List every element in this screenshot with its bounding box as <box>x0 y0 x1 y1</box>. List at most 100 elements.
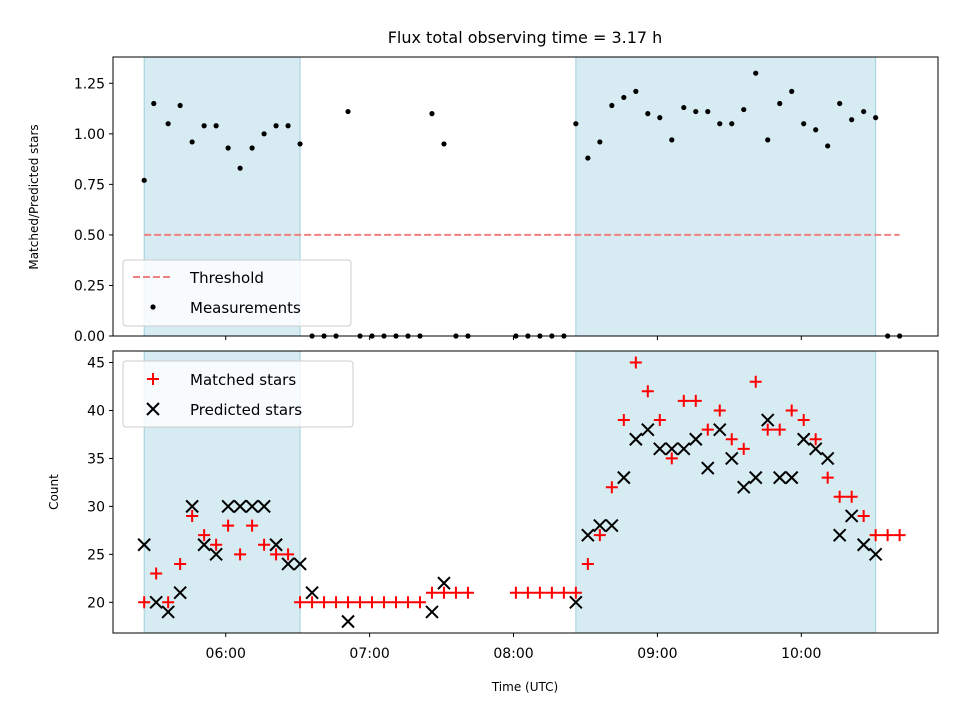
bottom-y-tick-label-4: 40 <box>87 403 105 419</box>
matched-stars-series <box>138 356 906 609</box>
matched-point-25 <box>437 586 450 599</box>
measurement-point-39 <box>645 111 651 117</box>
measurement-point-42 <box>681 104 687 111</box>
measurement-point-44 <box>705 108 711 115</box>
matched-point-2 <box>162 596 175 609</box>
measurement-point-53 <box>813 127 819 133</box>
measurement-point-10 <box>261 131 267 137</box>
measurement-point-43 <box>693 108 699 115</box>
legend-matched-swatch <box>147 373 159 385</box>
measurement-point-45 <box>717 121 723 127</box>
measurement-point-6 <box>213 123 219 129</box>
matched-point-1 <box>150 567 163 580</box>
measurement-point-35 <box>597 139 603 145</box>
measurement-point-58 <box>873 115 879 121</box>
predicted-point-33 <box>749 470 763 485</box>
predicted-point-24 <box>641 422 655 437</box>
measurement-point-9 <box>249 145 255 151</box>
matched-point-6 <box>210 538 223 551</box>
matched-point-39 <box>641 385 654 398</box>
matched-point-7 <box>222 519 235 532</box>
measurement-point-54 <box>825 143 831 149</box>
matched-point-57 <box>857 509 870 522</box>
predicted-point-2 <box>161 605 175 619</box>
measurement-point-8 <box>237 165 243 171</box>
top-y-axis: 0.00 0.25 0.50 0.75 1.00 1.25 <box>74 76 113 345</box>
predicted-point-16 <box>425 605 439 619</box>
predicted-point-3 <box>173 586 187 600</box>
predicted-point-4 <box>185 499 199 514</box>
predicted-point-21 <box>605 518 619 533</box>
predicted-point-41 <box>844 509 859 523</box>
matched-point-29 <box>521 586 534 599</box>
matched-point-3 <box>174 557 187 570</box>
measurement-point-1 <box>151 100 157 107</box>
matched-point-34 <box>581 557 594 570</box>
measurement-point-52 <box>801 121 807 127</box>
predicted-point-40 <box>832 528 847 542</box>
predicted-point-38 <box>808 442 823 456</box>
measurement-point-56 <box>849 117 855 123</box>
matched-point-9 <box>246 519 259 532</box>
measurement-point-47 <box>741 106 747 113</box>
top-y-axis-label: Matched/Predicted stars <box>27 124 41 269</box>
legend-predicted-label: Predicted stars <box>190 401 302 419</box>
matched-point-23 <box>413 596 426 609</box>
measurement-point-51 <box>789 88 795 94</box>
matched-point-38 <box>629 356 642 369</box>
measurement-point-50 <box>777 100 783 107</box>
legend-threshold-label: Threshold <box>189 269 264 287</box>
predicted-point-12 <box>281 557 295 571</box>
top-legend-box <box>122 259 352 327</box>
matched-point-50 <box>773 423 786 436</box>
measurement-point-5 <box>201 123 207 129</box>
matched-point-48 <box>749 375 762 388</box>
top-panel-ratio: 0.00 0.25 0.50 0.75 1.00 1.25 Flux total obse… <box>27 28 939 345</box>
matched-point-31 <box>545 586 558 599</box>
measurement-point-37 <box>621 94 627 101</box>
legend-predicted-swatch <box>146 402 160 416</box>
top-y-tick-label-0: 0.00 <box>74 329 105 345</box>
matched-point-21 <box>389 596 402 609</box>
top-shaded-interval-1 <box>575 56 877 337</box>
top-y-tick-label-2: 0.50 <box>74 228 105 244</box>
matched-point-16 <box>330 596 343 609</box>
predicted-point-14 <box>305 586 319 600</box>
matched-point-18 <box>354 596 367 609</box>
bottom-x-tick-label-4: 10:00 <box>781 646 821 662</box>
matched-point-41 <box>665 452 678 465</box>
predicted-point-22 <box>617 470 631 485</box>
matched-point-47 <box>737 442 750 455</box>
matched-point-35 <box>593 529 606 542</box>
predicted-point-28 <box>689 432 703 446</box>
predicted-point-10 <box>257 499 271 514</box>
predicted-point-31 <box>725 451 739 466</box>
bottom-x-tick-label-2: 08:00 <box>493 646 533 662</box>
matched-point-24 <box>425 586 438 599</box>
bottom-x-tick-label-0: 06:00 <box>206 646 246 662</box>
predicted-point-34 <box>761 413 775 427</box>
predicted-point-0 <box>137 538 151 552</box>
matched-point-10 <box>258 538 271 551</box>
measurement-point-38 <box>633 88 639 94</box>
measurement-point-33 <box>573 121 579 127</box>
measurement-point-57 <box>861 108 867 115</box>
measurement-point-4 <box>189 139 195 145</box>
matched-point-11 <box>270 548 283 561</box>
matched-point-46 <box>725 433 738 446</box>
bottom-x-tick-label-1: 07:00 <box>349 646 389 662</box>
bottom-panel-counts: 20 25 30 35 40 45 06:00 07:00 08:00 09:00 10:00 C… <box>47 350 939 694</box>
matched-point-44 <box>701 423 714 436</box>
bottom-y-tick-label-1: 25 <box>87 547 105 563</box>
bottom-x-axis: 06:00 07:00 08:00 09:00 10:00 <box>206 633 821 662</box>
measurement-point-2 <box>165 121 171 127</box>
matched-point-20 <box>378 596 391 609</box>
matched-point-4 <box>186 509 199 522</box>
matched-point-36 <box>605 481 618 494</box>
predicted-point-13 <box>293 557 307 571</box>
matched-point-60 <box>893 529 906 542</box>
predicted-point-42 <box>856 538 871 552</box>
matched-point-59 <box>881 529 894 542</box>
matched-point-14 <box>306 596 319 609</box>
